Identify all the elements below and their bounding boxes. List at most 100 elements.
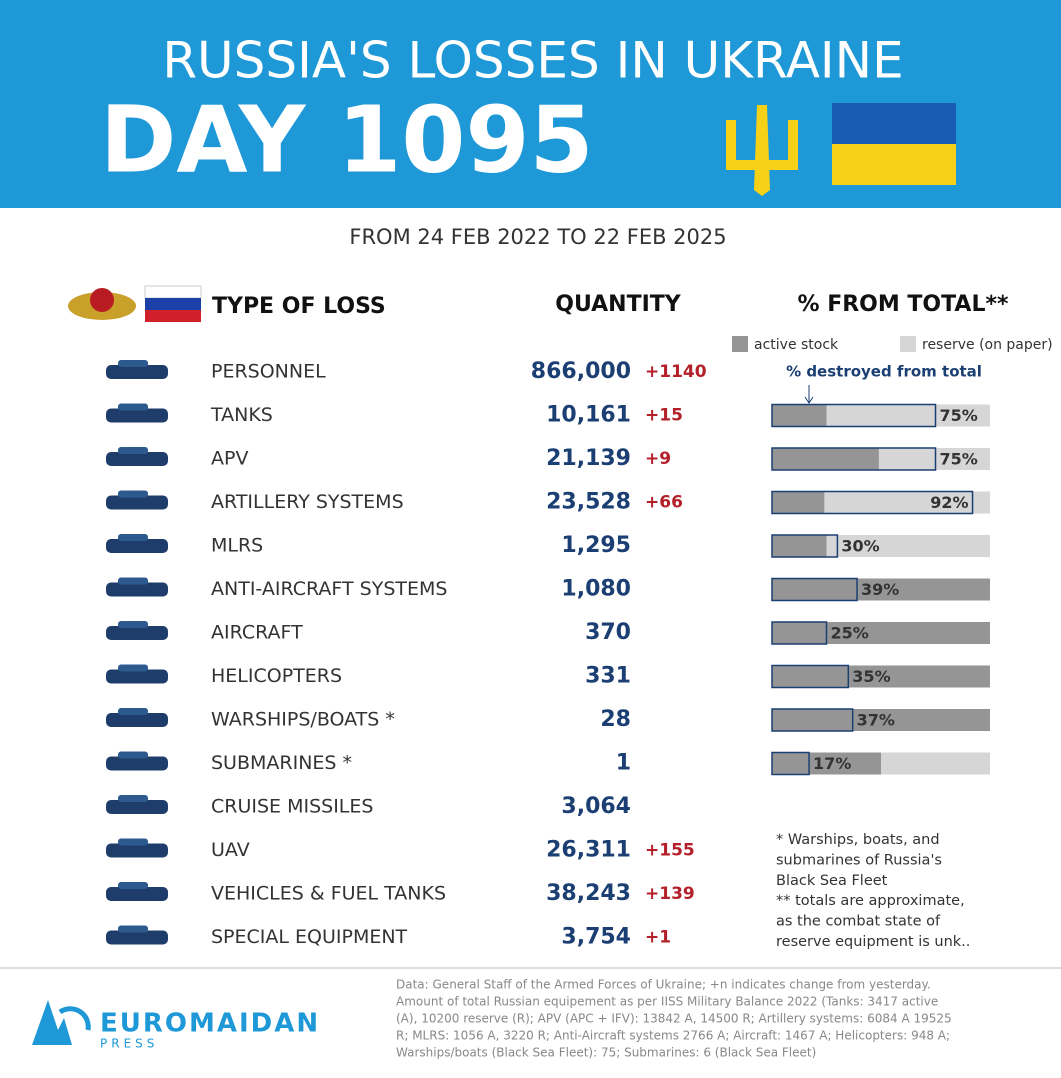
change: +155 [645, 841, 695, 861]
icon-shape [118, 403, 148, 411]
logo-sub: PRESS [100, 1037, 158, 1051]
icon-shape [118, 925, 148, 933]
icon-shape [118, 882, 148, 889]
percent-label: 92% [930, 493, 968, 512]
period: FROM 24 FEB 2022 TO 22 FEB 2025 [349, 225, 726, 249]
change: +66 [645, 493, 683, 513]
loss-type: ARTILLERY SYSTEMS [211, 491, 404, 513]
source-line: R; MLRS: 1056 A, 3220 R; Anti-Aircraft s… [396, 1029, 950, 1043]
russia-emblem [68, 288, 136, 320]
icon [106, 708, 168, 727]
active-bar [772, 709, 990, 731]
note: * Warships, boats, and [776, 832, 940, 848]
icon-shape [106, 452, 168, 466]
active-bar [772, 448, 879, 470]
change: +9 [645, 449, 671, 469]
icon-shape [118, 534, 148, 541]
icon-shape [106, 495, 168, 510]
icon-shape [106, 539, 168, 553]
day: DAY 1095 [100, 86, 593, 193]
destroyed-bar [771, 751, 810, 776]
destroyed-bar [771, 447, 937, 471]
quantity: 3,754 [561, 925, 631, 950]
icon-shape [118, 621, 148, 628]
icon [106, 838, 168, 858]
destroyed-bar [771, 664, 850, 689]
percent-label: 35% [852, 667, 890, 686]
trident [726, 105, 798, 196]
source-line: Data: General Staff of the Armed Forces … [396, 978, 931, 992]
logo: EUROMAIDAN [100, 1009, 320, 1039]
active-bar [772, 622, 990, 644]
quantity: 1,080 [561, 577, 631, 602]
change: +1 [645, 928, 671, 948]
icon-shape [118, 751, 148, 759]
icon-shape [106, 930, 168, 945]
icon-shape [118, 577, 148, 585]
loss-type: TANKS [210, 404, 273, 426]
quantity: 23,528 [546, 490, 631, 515]
percent-label: 39% [861, 580, 899, 599]
loss-type: APV [211, 448, 248, 470]
note: Black Sea Fleet [776, 873, 888, 889]
loss-type: HELICOPTERS [211, 665, 342, 687]
legend-label: active stock [754, 337, 839, 353]
rows: PERSONNEL 866,000 +1140 TANKS 10,161 +15 75% AP… [106, 359, 990, 950]
destroyed-bar [771, 577, 858, 602]
quantity: 26,311 [546, 838, 631, 863]
destroyed-bar [771, 403, 937, 428]
quantity: 38,243 [546, 881, 631, 906]
change: +15 [645, 406, 683, 426]
quantity: 370 [585, 620, 631, 645]
column-header: TYPE OF LOSS [212, 294, 386, 319]
icon-shape [118, 490, 148, 498]
legend-swatch [900, 336, 916, 352]
percent-label: 25% [831, 624, 869, 643]
icon [106, 882, 168, 901]
icon-shape [106, 582, 168, 597]
russia-flag [144, 285, 202, 322]
active-bar [772, 752, 881, 775]
loss-type: SUBMARINES * [211, 752, 352, 774]
percent-label: 30% [841, 537, 879, 556]
icon [106, 490, 168, 510]
note: as the combat state of [776, 914, 941, 930]
arrow [804, 385, 814, 404]
icon-shape [106, 800, 168, 814]
ukraine-flag [832, 103, 956, 185]
icon-shape [118, 838, 148, 846]
percent-label: 75% [940, 406, 978, 425]
notes: * Warships, boats, and submarines of Russ… [776, 832, 970, 950]
loss-type: WARSHIPS/BOATS * [211, 709, 395, 731]
quantity: 331 [585, 664, 631, 689]
icon-shape [118, 708, 148, 715]
source-line: Warships/boats (Black Sea Fleet): 75; Su… [396, 1046, 816, 1060]
icon-shape [106, 669, 168, 684]
source-line: Amount of total Russian equipement as pe… [396, 995, 938, 1009]
percent-label: 17% [813, 754, 851, 773]
quantity: 1 [616, 751, 631, 776]
title: RUSSIA'S LOSSES IN UKRAINE [162, 32, 903, 90]
icon-shape [118, 447, 148, 454]
icon-shape [106, 365, 168, 379]
quantity: 21,139 [546, 446, 631, 471]
loss-type: PERSONNEL [211, 361, 326, 383]
destroyed-bar [771, 490, 974, 515]
change: +139 [645, 884, 695, 904]
note: submarines of Russia's [776, 852, 942, 868]
legend-label: % destroyed from total [786, 363, 982, 381]
source: Data: General Staff of the Armed Forces … [396, 978, 952, 1060]
icon-shape [118, 664, 148, 672]
loss-type: UAV [211, 839, 250, 861]
note: reserve equipment is unk.. [776, 934, 970, 950]
percent-label: 37% [857, 711, 895, 730]
quantity: 28 [600, 707, 631, 732]
quantity: 866,000 [531, 359, 631, 384]
loss-type: VEHICLES & FUEL TANKS [211, 883, 446, 905]
destroyed-bar [771, 621, 828, 645]
loss-type: ANTI-AIRCRAFT SYSTEMS [211, 578, 447, 600]
source-line: (A), 10200 reserve (R); APV (APC + IFV):… [396, 1012, 952, 1026]
column-header: QUANTITY [555, 292, 682, 317]
icon [106, 403, 168, 423]
icon [106, 925, 168, 945]
